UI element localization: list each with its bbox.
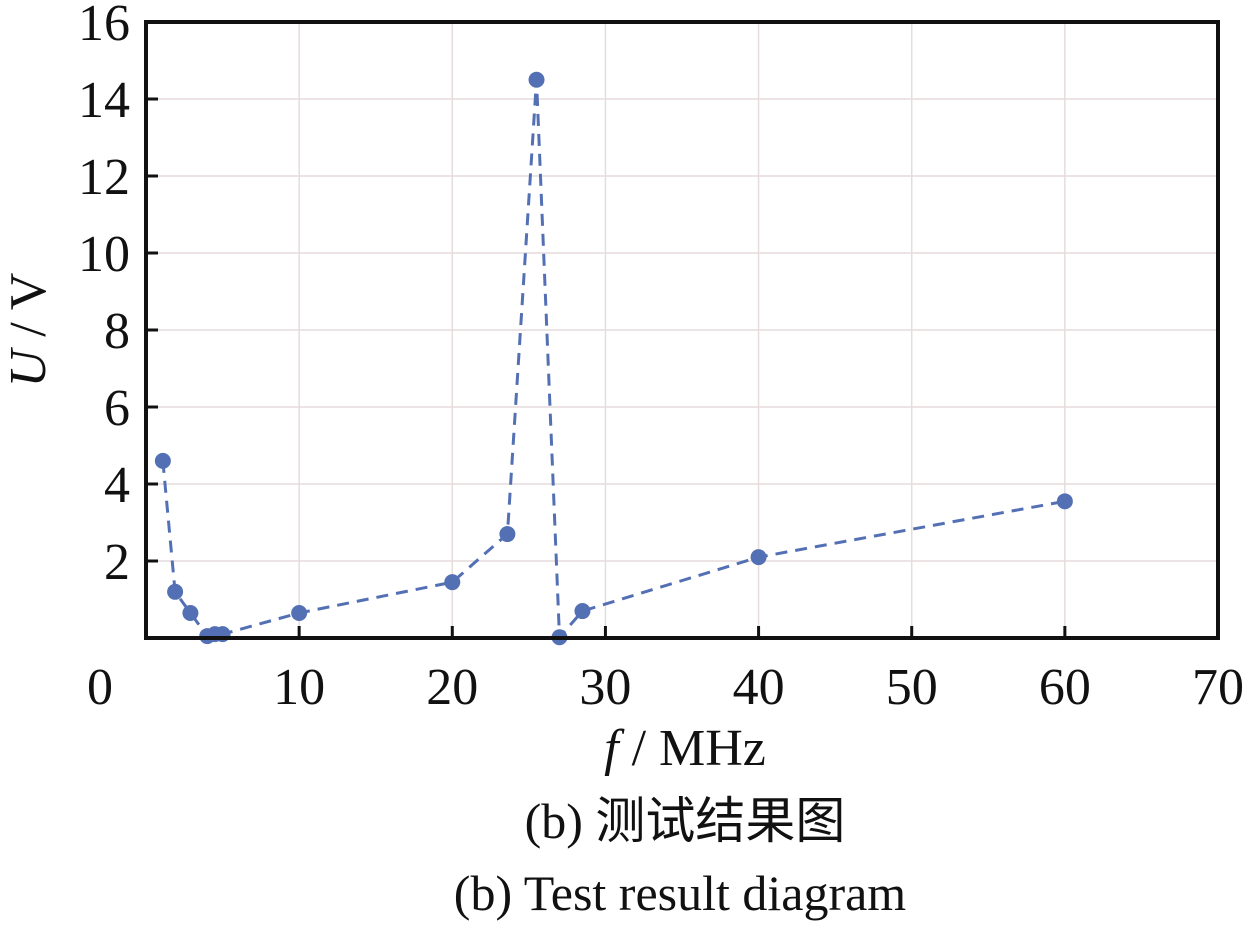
- data-point: [154, 452, 171, 469]
- data-point: [167, 583, 184, 600]
- y-tick-label: 12: [78, 149, 130, 206]
- y-axis-label: U / V: [0, 273, 57, 388]
- y-tick-label: 4: [104, 457, 130, 514]
- x-tick-label: 50: [886, 659, 938, 716]
- y-tick-label: 2: [104, 534, 130, 591]
- data-point: [499, 526, 516, 543]
- y-tick-label: 16: [78, 0, 130, 52]
- y-tick-label: 10: [78, 226, 130, 283]
- caption-en: (b) Test result diagram: [454, 865, 907, 921]
- x-axis-unit: / MHz: [619, 720, 766, 777]
- grid: [146, 22, 1218, 638]
- y-axis-unit: / V: [0, 273, 57, 350]
- x-tick-label: 0: [87, 659, 113, 716]
- data-point: [182, 604, 199, 621]
- ticks: 0 10 20 30 40 50 60 70 2 4 6 8 10 12 14 16: [78, 0, 1244, 716]
- series: [154, 71, 1073, 646]
- x-tick-label: 60: [1039, 659, 1091, 716]
- x-tick-label: 10: [273, 659, 325, 716]
- caption-zh: (b) 测试结果图: [525, 793, 846, 849]
- y-tick-label: 8: [104, 303, 130, 360]
- data-point: [574, 603, 591, 620]
- data-point: [1056, 493, 1073, 510]
- x-tick-label: 30: [579, 659, 631, 716]
- y-tick-label: 14: [78, 72, 130, 129]
- x-tick-label: 40: [733, 659, 785, 716]
- series-line: [161, 79, 1066, 642]
- data-point: [528, 71, 545, 88]
- data-point: [444, 574, 461, 591]
- x-tick-label: 70: [1192, 659, 1244, 716]
- x-axis-label: f / MHz: [604, 720, 766, 777]
- y-axis-var: U: [0, 346, 57, 387]
- x-tick-label: 20: [426, 659, 478, 716]
- data-point: [291, 604, 308, 621]
- y-tick-label: 6: [104, 380, 130, 437]
- data-point: [750, 549, 767, 566]
